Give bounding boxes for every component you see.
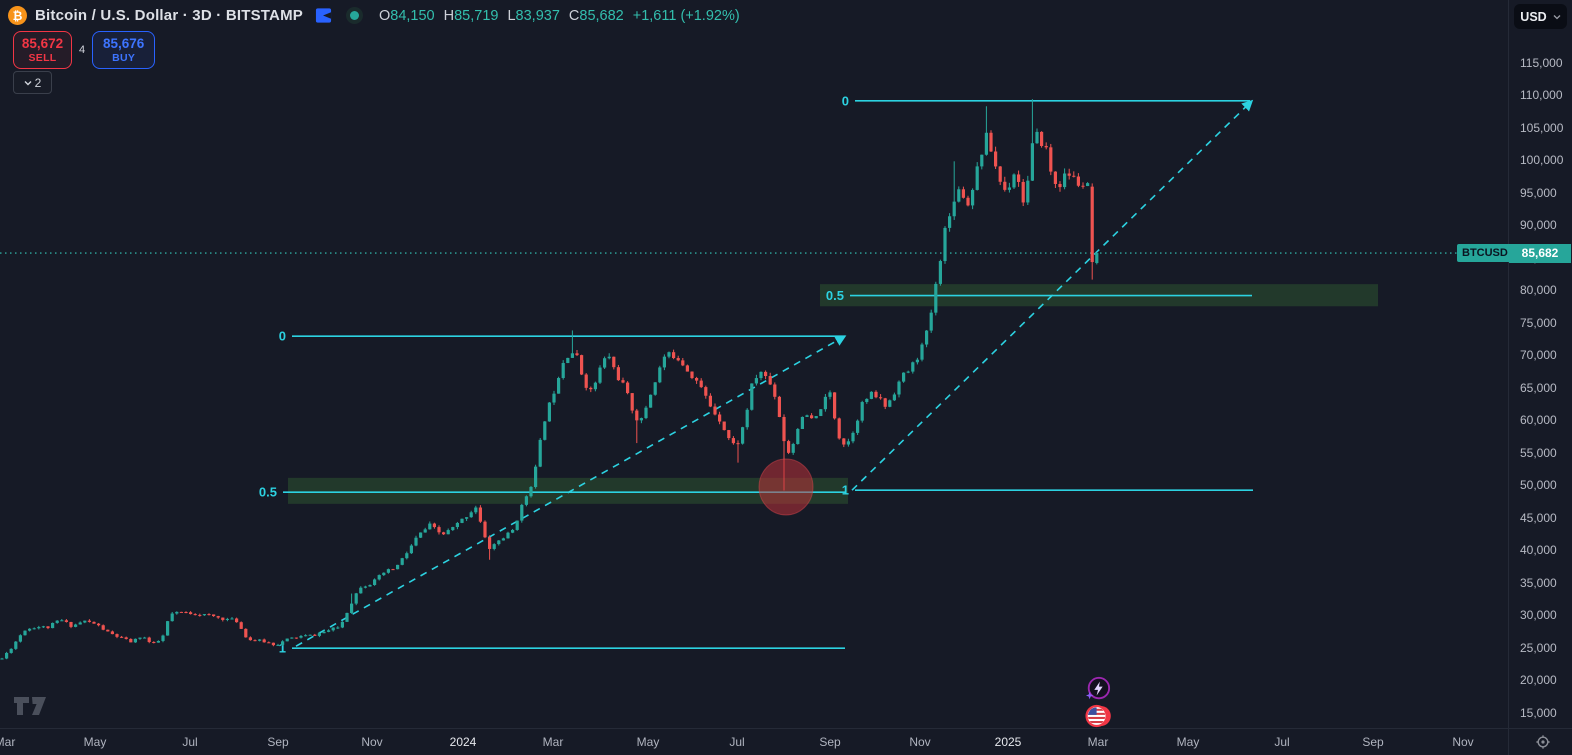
time-tick: May [83, 735, 107, 749]
symbol-title[interactable]: Bitcoin / U.S. Dollar · 3D · BITSTAMP [35, 7, 303, 24]
time-axis[interactable]: Mar May Jul Sep Nov 2024 Mar May Jul Sep Nov 2025 Ma… [0, 728, 1508, 755]
price-tick: 65,000 [1520, 380, 1557, 395]
price-tick: 20,000 [1520, 673, 1557, 687]
price-tick: 115,000 [1520, 55, 1563, 70]
flag-icon[interactable] [315, 7, 332, 24]
time-tick: Mar [0, 735, 16, 749]
time-tick: Mar [542, 735, 564, 749]
price-chart[interactable]: 0 0.5 1 0 0.5 1 [0, 0, 1508, 728]
bitcoin-logo-icon: ₿ [8, 6, 27, 25]
price-tick: 15,000 [1520, 705, 1557, 720]
time-tick: Nov [1452, 735, 1474, 749]
price-tick: 25,000 [1520, 640, 1557, 655]
spread-value: 4 [79, 44, 86, 56]
fib-2023-2024-label-0: 0 [279, 329, 286, 344]
fib-2024-2025-label-0.5: 0.5 [826, 288, 844, 303]
chevron-down-icon [24, 80, 32, 85]
fib-2024-2025-label-1: 1 [842, 483, 849, 498]
price-tick: 50,000 [1520, 478, 1557, 492]
order-panel: 85,672 SELL 4 85,676 BUY [13, 31, 156, 69]
time-tick: Sep [819, 735, 841, 749]
time-tick-year: 2024 [449, 735, 477, 749]
axis-settings-gear-icon[interactable] [1535, 734, 1551, 750]
time-tick: Nov [361, 735, 383, 749]
price-tick: 35,000 [1520, 575, 1557, 590]
price-tick: 110,000 [1520, 88, 1563, 102]
market-status-icon [345, 7, 363, 24]
price-axis[interactable]: USD 115,000 110,000 105,000 100,000 95,000 90… [1508, 0, 1572, 728]
symbol-legend[interactable]: ₿ Bitcoin / U.S. Dollar · 3D · BITSTAMP … [8, 6, 740, 25]
price-tick: 105,000 [1520, 120, 1564, 135]
time-tick: Jul [182, 735, 198, 749]
price-tick: 70,000 [1520, 348, 1557, 362]
trendline-2[interactable] [851, 99, 1254, 491]
candles [0, 99, 1099, 660]
price-tick: 40,000 [1520, 543, 1557, 557]
fib-2023-2024-label-1: 1 [279, 641, 286, 656]
time-tick: Sep [267, 735, 289, 749]
price-tick: 100,000 [1520, 153, 1564, 167]
price-tick: 80,000 [1520, 283, 1557, 297]
tradingview-logo [14, 697, 46, 715]
time-tick: Jul [729, 735, 745, 749]
fib-2023-2024-label-0.5: 0.5 [259, 485, 277, 500]
symbol-price-tag: BTCUSD [1457, 244, 1513, 263]
candlestick-canvas: 0 0.5 1 0 0.5 1 [0, 93, 1508, 660]
price-tick: 45,000 [1520, 510, 1557, 525]
currency-selector[interactable]: USD [1514, 4, 1567, 29]
time-tick: Mar [1087, 735, 1109, 749]
price-tick: 30,000 [1520, 608, 1557, 622]
time-tick: Sep [1362, 735, 1384, 749]
lightning-event-icon[interactable] [1085, 676, 1111, 702]
fib-2024-2025-label-0: 0 [842, 93, 849, 108]
chevron-down-icon [1553, 14, 1561, 19]
price-tick: 55,000 [1520, 445, 1557, 460]
time-tick: Nov [909, 735, 931, 749]
event-markers [1085, 676, 1111, 729]
change-readout: +1,611 (+1.92%) [632, 7, 740, 24]
price-tick: 90,000 [1520, 218, 1557, 232]
axis-corner [1508, 728, 1572, 755]
time-tick-year: 2025 [994, 735, 1022, 749]
price-tick: 60,000 [1520, 413, 1557, 427]
time-tick: May [1176, 735, 1200, 749]
sell-button[interactable]: 85,672 SELL [13, 31, 72, 69]
ohlc-readout: O84,150 H85,719 L83,937 C85,682 +1,611 (… [378, 7, 740, 24]
time-tick: May [636, 735, 660, 749]
highlight-circle-marker[interactable] [758, 458, 814, 516]
buy-button[interactable]: 85,676 BUY [92, 31, 156, 69]
last-price-label: 85,682 [1509, 243, 1571, 263]
us-flag-event-icon[interactable] [1085, 703, 1111, 729]
price-tick: 95,000 [1520, 185, 1557, 200]
trendline-1[interactable] [295, 335, 847, 647]
legend-collapse-button[interactable]: 2 [13, 71, 52, 94]
fib-2023-2024-band[interactable] [288, 477, 848, 504]
time-tick: Jul [1274, 735, 1290, 749]
price-tick: 75,000 [1520, 315, 1557, 330]
